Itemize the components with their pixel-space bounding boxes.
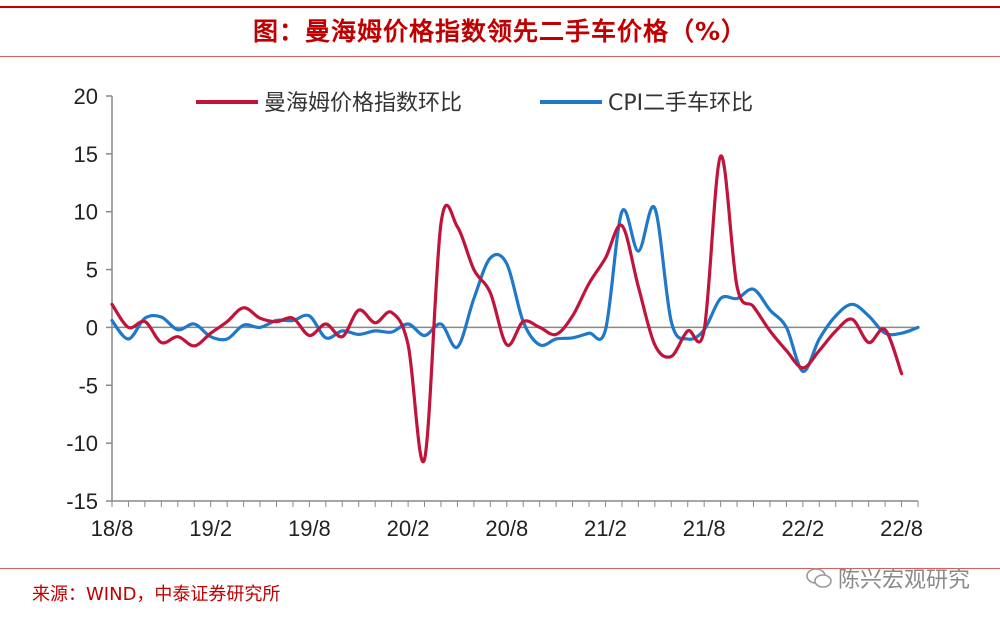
x-tick-label: 20/8 [485,516,528,541]
y-tick-label: -10 [66,431,98,456]
line-chart: 20 15 10 5 0 -5 -10 -15 18/8 19/2 19/8 20/2 20/8 21/… [66,84,923,541]
y-tick-label: -15 [66,489,98,514]
series-lines [110,154,920,464]
y-tick-label: -5 [78,373,98,398]
x-tick-label: 22/2 [781,516,824,541]
y-tick-label: 15 [74,142,98,167]
x-tick-label: 19/8 [288,516,331,541]
chart-title: 图：曼海姆价格指数领先二手车价格（%） [252,17,748,46]
watermark-text: 陈兴宏观研究 [837,568,970,593]
source-note: 来源：WIND，中泰证券研究所 [32,584,281,605]
title-rule [0,56,1000,57]
legend: 曼海姆价格指数环比 CPI二手车环比 [196,91,753,116]
x-tick-labels: 18/8 19/2 19/8 20/2 20/8 21/2 21/8 22/2 22/8 [91,516,923,541]
chart-axes [106,95,919,507]
y-tick-label: 20 [74,84,98,109]
wechat-icon [806,568,832,588]
y-tick-labels: 20 15 10 5 0 -5 -10 -15 [66,84,98,514]
legend-label-series-1: 曼海姆价格指数环比 [264,91,462,116]
legend-label-series-2: CPI二手车环比 [608,91,753,116]
x-tick-label: 19/2 [189,516,232,541]
series-line-1 [110,154,904,464]
y-tick-label: 5 [86,258,98,283]
top-rule [0,6,1000,8]
x-tick-label: 22/8 [880,516,923,541]
watermark: 陈兴宏观研究 [806,562,970,594]
y-tick-label: 0 [86,315,98,340]
x-tick-label: 20/2 [387,516,430,541]
x-tick-label: 21/2 [584,516,627,541]
series-line-2 [110,204,920,373]
footer-rule [0,568,1000,569]
y-tick-label: 10 [74,200,98,225]
x-tick-label: 18/8 [91,516,134,541]
x-tick-label: 21/8 [683,516,726,541]
